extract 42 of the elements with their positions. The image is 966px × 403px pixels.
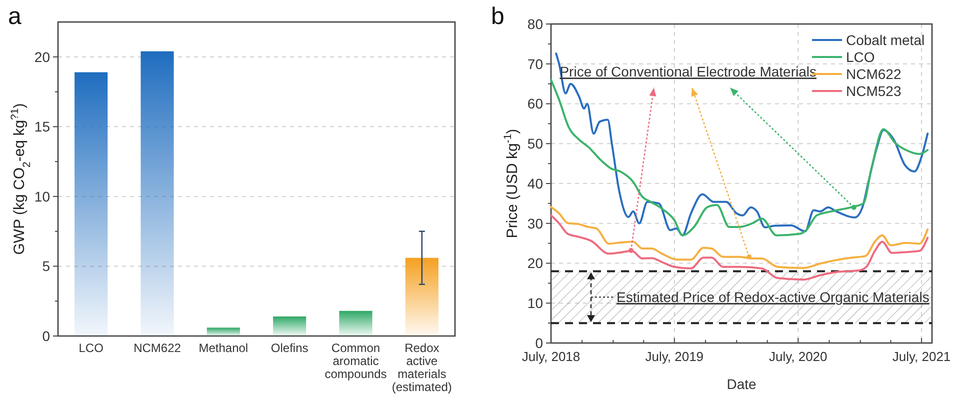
chart-title: a [8, 3, 22, 30]
y-tick-label: 30 [527, 215, 544, 232]
legend-label: Cobalt metal [846, 32, 925, 48]
x-tick-label: Common aromatic compounds [324, 341, 387, 381]
y-tick-label: 15 [34, 118, 50, 135]
bar [74, 72, 108, 336]
y-tick-label: 20 [34, 48, 50, 65]
bar [206, 328, 240, 336]
x-tick-label: Olefins [270, 341, 308, 355]
y-tick-label: 10 [527, 295, 544, 312]
bar [405, 258, 438, 336]
y-tick-label: 10 [34, 188, 50, 204]
line-series [555, 52, 929, 236]
x-tick-label: July, 2019 [645, 349, 704, 364]
y-tick-label: 0 [535, 334, 544, 351]
x-tick-label: July, 2020 [768, 349, 828, 364]
line-series [550, 78, 929, 236]
y-tick-label: 20 [527, 255, 544, 272]
bar [273, 316, 306, 336]
y-tick-label: 5 [42, 258, 50, 274]
chart-title: b [491, 3, 504, 30]
legend-label: NCM622 [846, 66, 902, 82]
bar [140, 51, 174, 336]
legend-label: NCM523 [846, 82, 902, 99]
band-label: Estimated Price of Redox-active Organic Materials [616, 289, 930, 306]
bar [339, 310, 372, 336]
y-tick-label: 0 [42, 328, 50, 344]
x-tick-label: LCO [78, 341, 104, 355]
legend-label: LCO [846, 48, 875, 65]
y-tick-label: 40 [527, 175, 544, 192]
y-tick-label: 80 [527, 16, 544, 32]
x-tick-label: NCM622 [134, 341, 182, 355]
x-tick-label: July, 2021 [892, 349, 951, 364]
line-series [550, 214, 929, 281]
y-tick-label: 60 [527, 96, 544, 112]
x-tick-label: Methanol [198, 341, 248, 355]
x-tick-label: July, 2018 [522, 349, 580, 364]
x-tick-label: Redox active materials (estimated) [392, 341, 452, 394]
y-tick-label: 70 [527, 56, 544, 72]
x-axis-title: Date [726, 376, 756, 392]
y-tick-label: 50 [527, 136, 544, 152]
line-series [550, 206, 929, 270]
